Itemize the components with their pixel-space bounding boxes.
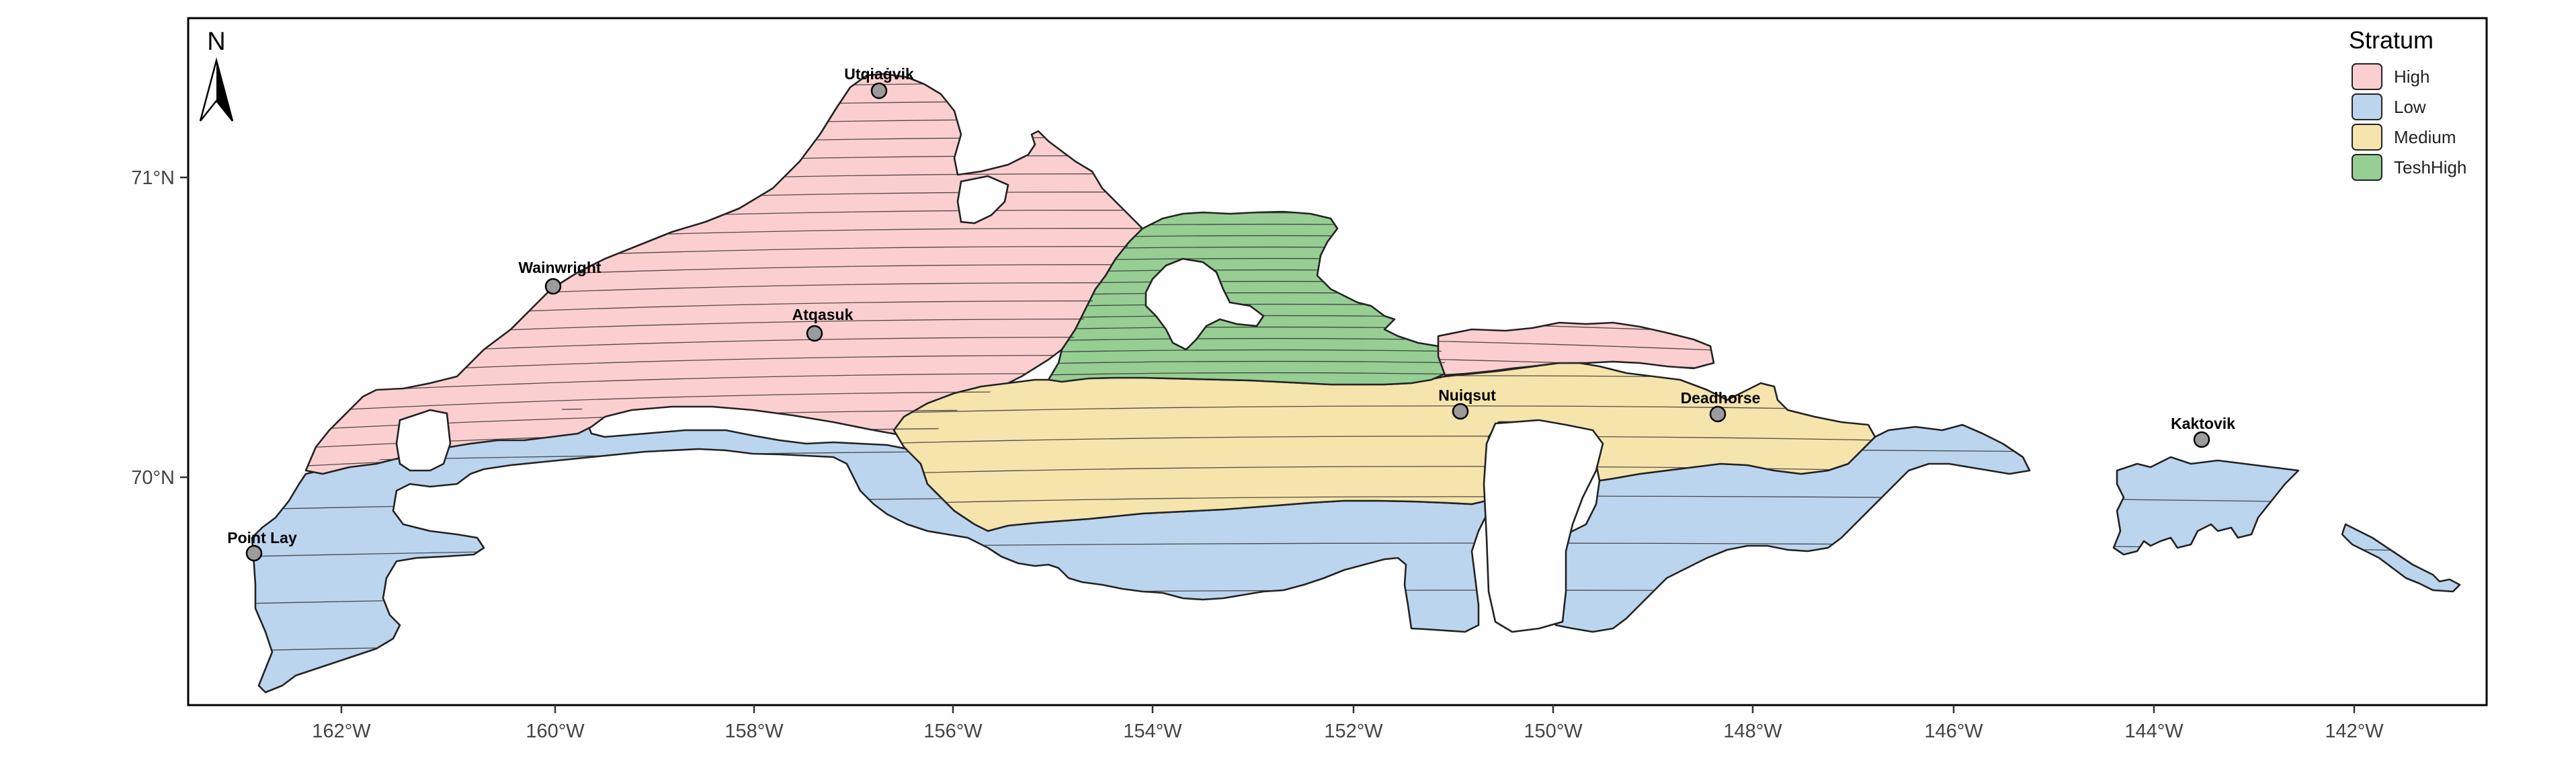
town-label: Wainwright bbox=[518, 259, 601, 276]
north-arrow: N bbox=[199, 28, 234, 122]
y-tick-label: 71°N bbox=[131, 167, 175, 189]
legend-swatch bbox=[2352, 154, 2382, 181]
legend-label: Medium bbox=[2394, 127, 2456, 147]
x-tick-label: 156°W bbox=[923, 721, 983, 742]
x-tick-label: 160°W bbox=[526, 721, 585, 742]
town-label: Atqasuk bbox=[792, 306, 854, 323]
x-tick-label: 152°W bbox=[1324, 721, 1383, 742]
legend-item: TeshHigh bbox=[2352, 154, 2466, 181]
legend-title: Stratum bbox=[2349, 26, 2434, 54]
x-tick-label: 144°W bbox=[2124, 721, 2184, 742]
town-point bbox=[806, 325, 823, 342]
town-point bbox=[1709, 405, 1727, 423]
transect-line bbox=[1048, 360, 1445, 365]
legend-swatch bbox=[2352, 124, 2382, 151]
kasegaluk-lagoon bbox=[395, 409, 452, 472]
transect-line bbox=[306, 355, 1714, 378]
legend-label: High bbox=[2394, 67, 2429, 87]
x-tick-label: 162°W bbox=[312, 721, 371, 742]
legend-item: Medium bbox=[2352, 124, 2456, 151]
town-label: Nuiqsut bbox=[1438, 386, 1496, 404]
town-marker: Atqasuk bbox=[792, 306, 854, 342]
stratum-polygons bbox=[251, 73, 2461, 694]
x-axis-ticks: 162°W 160°W 158°W 156°W 154°W 152°W 150°W 148°W… bbox=[312, 705, 2384, 742]
town-marker: Point Lay bbox=[227, 529, 297, 562]
y-tick-label: 70°N bbox=[131, 467, 175, 489]
transect-line bbox=[894, 405, 1875, 414]
legend-item: Low bbox=[2352, 93, 2426, 120]
legend-item: High bbox=[2352, 63, 2429, 90]
town-marker: Nuiqsut bbox=[1438, 386, 1496, 420]
x-tick-label: 158°W bbox=[724, 721, 784, 742]
x-tick-label: 148°W bbox=[1723, 721, 1782, 742]
legend-label: TeshHigh bbox=[2394, 157, 2466, 177]
legend-swatch bbox=[2352, 93, 2382, 120]
x-tick-label: 150°W bbox=[1524, 721, 1583, 742]
town-point bbox=[245, 544, 263, 562]
legend: Stratum High Low Medium TeshHigh bbox=[2349, 26, 2466, 181]
transect-line bbox=[894, 436, 1875, 444]
town-markers: Utqiaġvik Wainwright Atqasuk Point Lay Nuiqs… bbox=[227, 65, 2235, 562]
stratum-teshhigh-polygon bbox=[1047, 210, 1446, 386]
peard-bay-notch bbox=[956, 175, 1009, 225]
x-tick-label: 154°W bbox=[1123, 721, 1182, 742]
town-label: Kaktovik bbox=[2171, 415, 2235, 432]
town-marker: Kaktovik bbox=[2171, 415, 2235, 448]
legend-label: Low bbox=[2394, 97, 2426, 117]
town-label: Utqiaġvik bbox=[844, 65, 914, 83]
x-tick-label: 142°W bbox=[2325, 721, 2384, 742]
town-point bbox=[544, 278, 562, 295]
town-point bbox=[2193, 431, 2210, 448]
y-axis-ticks: 71°N 70°N bbox=[131, 167, 188, 489]
water-holes bbox=[395, 175, 1604, 633]
transect-line bbox=[1048, 372, 1445, 376]
north-arrow-label: N bbox=[207, 28, 225, 56]
town-label: Point Lay bbox=[227, 529, 297, 546]
town-label: Deadhorse bbox=[1681, 389, 1761, 407]
x-tick-label: 146°W bbox=[1924, 721, 1983, 742]
town-point bbox=[870, 82, 888, 99]
legend-swatch bbox=[2352, 63, 2382, 90]
stratum-high-east-polygon bbox=[1437, 321, 1715, 376]
teshekpuk-lake bbox=[1145, 257, 1265, 351]
colville-river-inlet bbox=[1483, 419, 1604, 633]
town-marker: Utqiaġvik bbox=[844, 65, 914, 99]
town-point bbox=[1452, 403, 1469, 420]
transect-line bbox=[1048, 349, 1445, 354]
town-marker: Deadhorse bbox=[1681, 389, 1761, 423]
town-marker: Wainwright bbox=[518, 259, 601, 295]
